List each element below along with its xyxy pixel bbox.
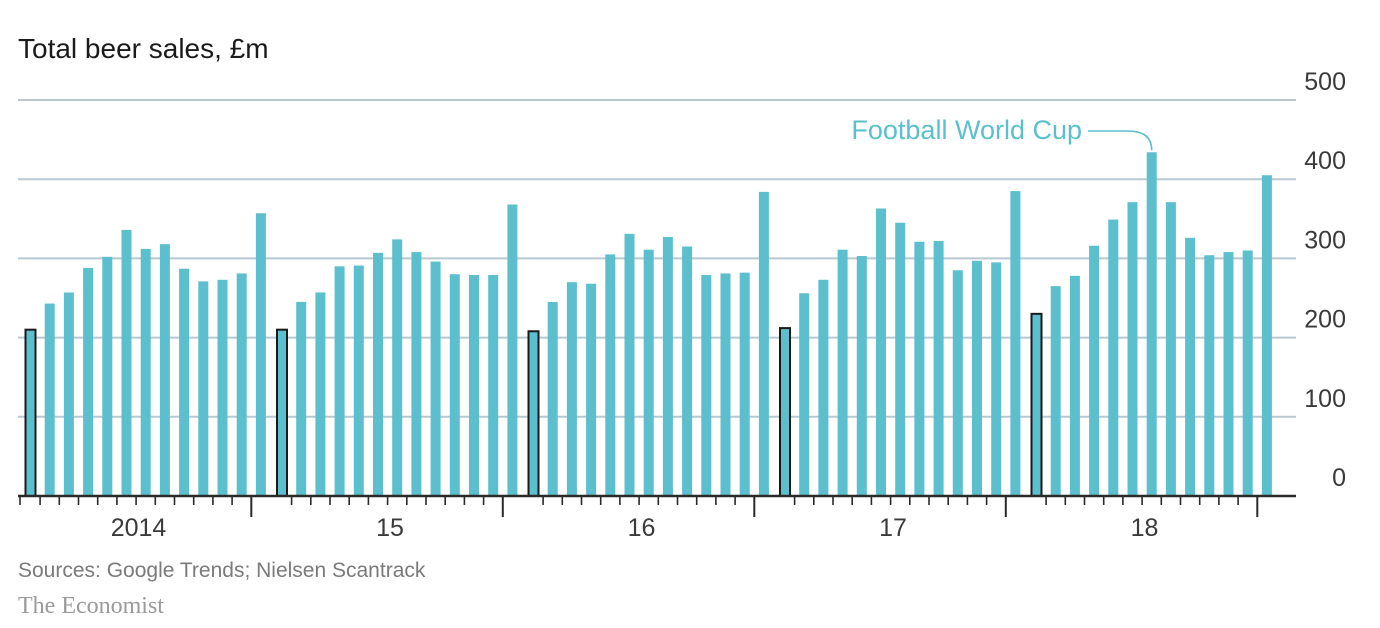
y-tick-label: 500 [1304,68,1346,96]
bar-january [276,328,288,497]
bar [643,249,654,496]
bar [121,229,132,496]
bar [605,254,616,496]
bar [488,275,499,496]
bar-january [779,327,791,498]
annotation-leader-line [1088,130,1153,151]
bar [856,256,867,496]
y-tick-label: 0 [1332,464,1346,492]
bar [507,204,518,496]
brand-logo: The Economist [18,593,164,619]
bar [1146,152,1157,496]
bar [44,303,55,496]
bar-january [24,328,37,497]
bar [334,266,345,496]
bar [586,283,597,496]
bar [547,301,558,496]
bar [1127,202,1138,496]
bar [1108,219,1119,497]
bar [179,268,190,496]
bar [1242,250,1253,496]
bars [24,152,1272,498]
bar [1165,202,1176,496]
bar [758,191,769,496]
bar [818,279,829,496]
y-tick-label: 300 [1304,226,1346,254]
bar [1204,255,1215,496]
x-year-label: 2014 [111,514,167,542]
annotation-label: Football World Cup [851,115,1082,145]
bar [991,262,1002,496]
bar [198,281,209,496]
bar [837,249,848,496]
bar [392,239,403,496]
bar [140,248,151,496]
source-note: Sources: Google Trends; Nielsen Scantrac… [18,559,426,582]
bar [411,252,422,496]
bar [914,241,925,496]
y-tick-label: 100 [1304,385,1346,413]
bar [624,233,635,496]
bar [430,261,441,496]
bar [1223,252,1234,496]
bar [701,275,712,496]
bar [63,292,74,496]
bar [1185,237,1196,497]
bar [1050,286,1061,496]
bar [159,244,170,496]
bar [236,273,247,496]
bar [876,208,886,496]
y-tick-labels: 0 100 200 300 400 500 [1304,68,1346,492]
x-axis: 2014 15 16 17 18 [18,494,1296,542]
bar [296,301,307,496]
bar [315,292,326,496]
x-year-label: 15 [376,514,404,542]
bar [933,240,944,496]
bar [1010,191,1021,496]
bar [662,237,673,497]
bar [972,260,982,496]
bar [353,265,364,496]
bar [895,222,906,496]
bar [1069,275,1080,496]
x-year-label: 16 [628,514,656,542]
bar [1089,245,1100,496]
bar [1261,175,1272,497]
y-tick-label: 400 [1304,147,1346,175]
x-year-label: 17 [879,514,907,542]
bar [720,273,731,496]
grid-lines [18,99,1296,418]
bar [739,272,750,496]
bar-january [1030,312,1043,497]
y-tick-label: 200 [1304,306,1346,334]
bar [566,282,577,496]
annotation: Football World Cup [851,115,1153,151]
bar [799,293,810,496]
bar [682,246,693,496]
bar [373,252,383,496]
bar [449,274,460,496]
x-year-label: 18 [1131,514,1159,542]
chart-title: Total beer sales, £m [18,33,269,64]
bar-january [527,330,540,497]
bar [255,213,266,497]
bar [217,279,228,496]
bar [102,256,113,496]
bar [952,270,963,496]
bar [83,267,94,496]
bar [469,275,479,496]
